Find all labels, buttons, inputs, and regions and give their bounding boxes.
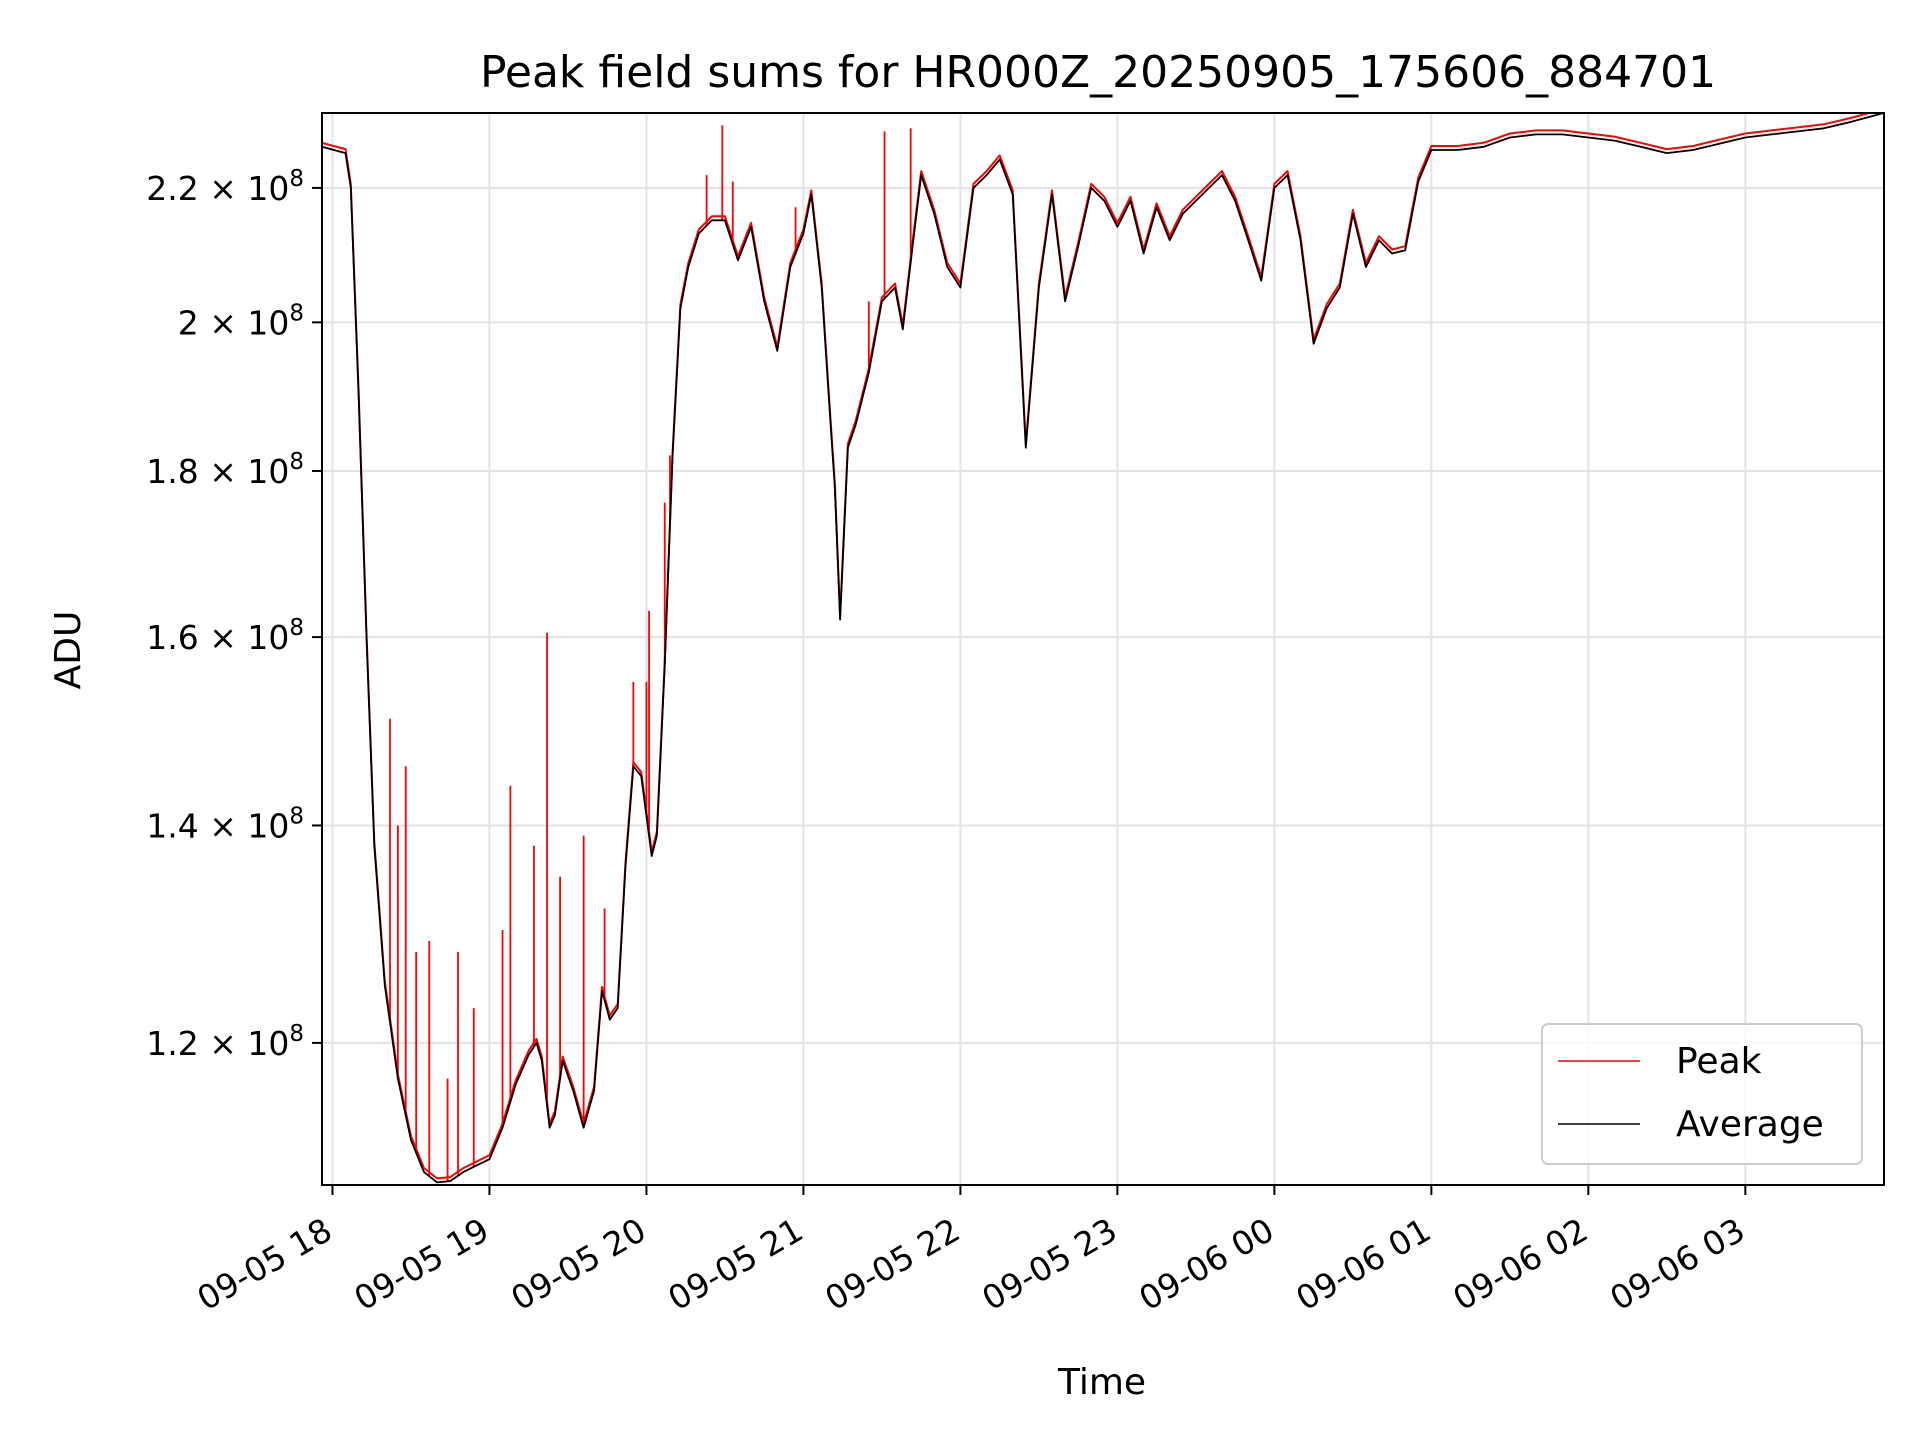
legend-label-peak: Peak [1676,1041,1762,1082]
legend: Peak Average [1541,1023,1863,1165]
legend-label-average: Average [1676,1104,1824,1145]
y-tick-label: 2 × 108 [178,300,304,342]
legend-box [1541,1023,1863,1165]
chart-title: Peak field sums for HR000Z_20250905_1756… [480,47,1716,98]
y-axis-label: ADU [48,611,89,690]
plot-frame [321,112,1885,1186]
y-tick-label: 1.8 × 108 [146,449,304,491]
series-layer [322,113,1884,1184]
x-axis-label: Time [1057,1362,1146,1403]
y-tick-label: 1.4 × 108 [146,803,304,845]
y-tick-label: 2.2 × 108 [146,166,304,208]
y-axis: 1.2 × 108 1.4 × 108 1.6 × 108 1.8 × 108 2 × … [146,166,322,1063]
y-tick-label: 1.2 × 108 [146,1021,304,1063]
y-tick-label: 1.6 × 108 [146,615,304,657]
series-line-average [322,113,1884,1184]
